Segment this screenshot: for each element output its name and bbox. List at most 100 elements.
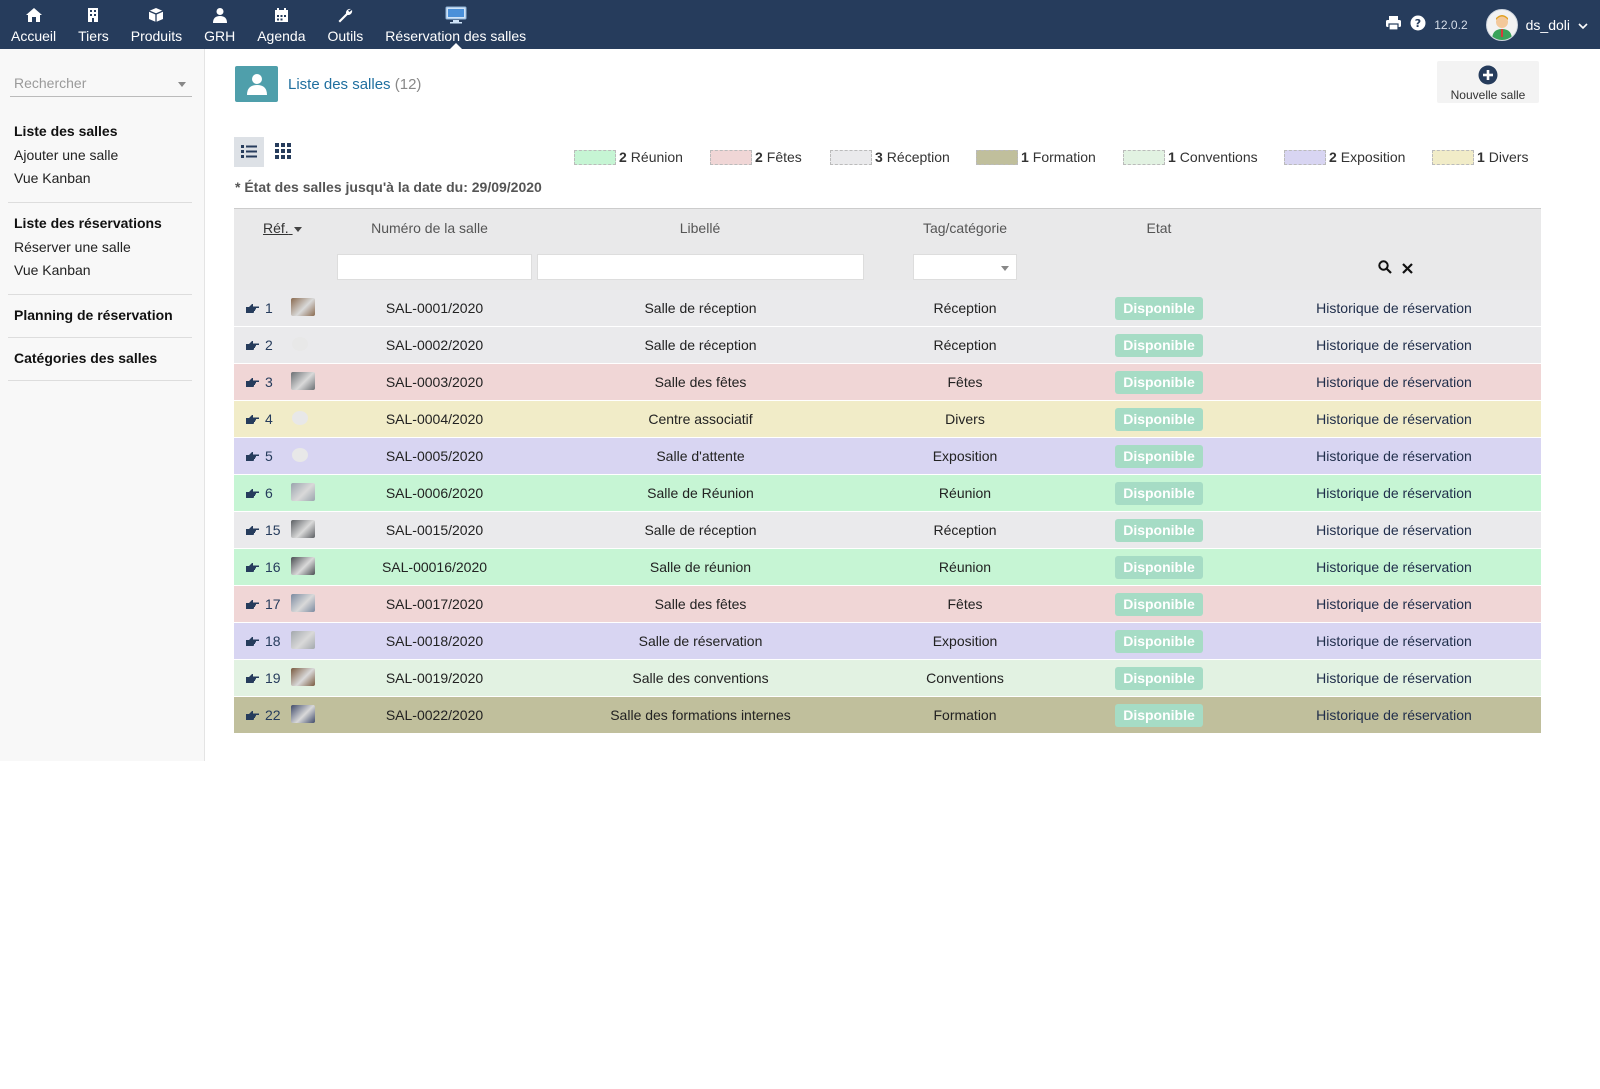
topbar-tools: ? 12.0.2 ds_doli <box>1385 0 1588 49</box>
room-category: Exposition <box>932 448 998 464</box>
clear-filter-icon[interactable] <box>1402 261 1413 277</box>
table-row: 15 SAL-0015/2020 Salle de réception Réce… <box>234 512 1541 549</box>
search-icon[interactable] <box>1378 260 1392 277</box>
legend-label: Divers <box>1488 149 1529 165</box>
room-ref-link[interactable]: 17 <box>246 586 281 623</box>
table-row: 1 SAL-0001/2020 Salle de réception Récep… <box>234 290 1541 327</box>
sidebar-item-vue-kanban-salles[interactable]: Vue Kanban <box>14 170 91 186</box>
reservation-history-link[interactable]: Historique de réservation <box>1316 448 1472 464</box>
table-header: Réf. Numéro de la salle Libellé Tag/caté… <box>234 208 1541 290</box>
room-ref-link[interactable]: 6 <box>246 475 273 512</box>
room-ref-link[interactable]: 15 <box>246 512 281 549</box>
column-header-ref[interactable]: Réf. <box>263 220 303 236</box>
legend-count: 1 <box>1477 149 1485 165</box>
print-icon[interactable] <box>1385 15 1402 34</box>
pointing-hand-icon <box>246 341 259 350</box>
status-badge: Disponible <box>1115 408 1203 431</box>
wrench-icon <box>337 6 353 24</box>
room-label: Salle de réservation <box>638 633 763 649</box>
main-menu: Accueil Tiers Produits GRH Agenda <box>0 0 537 49</box>
sidebar-item-vue-kanban-reservations[interactable]: Vue Kanban <box>14 262 91 278</box>
kanban-view-button[interactable] <box>268 137 298 167</box>
nav-outils[interactable]: Outils <box>317 0 375 49</box>
room-ref-link[interactable]: 4 <box>246 401 273 438</box>
room-label: Salle de Réunion <box>647 485 754 501</box>
room-ref-link[interactable]: 18 <box>246 623 281 660</box>
sidebar: Rechercher Liste des salles Ajouter une … <box>0 49 205 761</box>
room-ref-link[interactable]: 1 <box>246 290 273 327</box>
legend-item-divers: 1 Divers <box>1432 147 1528 167</box>
sidebar-item-reserver-salle[interactable]: Réserver une salle <box>14 239 131 255</box>
legend-label: Conventions <box>1179 149 1258 165</box>
room-number: SAL-0006/2020 <box>385 485 484 501</box>
reservation-history-link[interactable]: Historique de réservation <box>1316 707 1472 723</box>
page-title: Liste des salles (12) <box>288 76 421 93</box>
room-ref-link[interactable]: 2 <box>246 327 273 364</box>
room-ref-link[interactable]: 22 <box>246 697 281 734</box>
help-icon[interactable]: ? <box>1410 15 1426 34</box>
sidebar-item-liste-salles[interactable]: Liste des salles <box>14 123 118 139</box>
room-photo-thumbnail <box>291 372 315 390</box>
reservation-history-link[interactable]: Historique de réservation <box>1316 596 1472 612</box>
avatar[interactable] <box>1485 8 1518 41</box>
filter-tag-select[interactable] <box>913 254 1017 280</box>
column-header-etat: Etat <box>1146 220 1172 236</box>
nav-accueil[interactable]: Accueil <box>0 0 67 49</box>
sidebar-item-ajouter-salle[interactable]: Ajouter une salle <box>14 147 119 163</box>
sidebar-group-salles: Liste des salles Ajouter une salle Vue K… <box>0 123 192 186</box>
room-number: SAL-0017/2020 <box>385 596 484 612</box>
building-icon <box>87 6 99 24</box>
room-ref-link[interactable]: 5 <box>246 438 273 475</box>
nav-produits[interactable]: Produits <box>120 0 193 49</box>
list-view-button[interactable] <box>234 137 264 167</box>
reservation-history-link[interactable]: Historique de réservation <box>1316 411 1472 427</box>
pointing-hand-icon <box>246 711 259 720</box>
user-tie-icon <box>212 6 227 24</box>
pointing-hand-icon <box>246 378 259 387</box>
sidebar-divider <box>8 294 192 295</box>
status-badge: Disponible <box>1115 482 1203 505</box>
reservation-history-link[interactable]: Historique de réservation <box>1316 337 1472 353</box>
legend-label: Fêtes <box>766 149 802 165</box>
reservation-history-link[interactable]: Historique de réservation <box>1316 633 1472 649</box>
room-ref-link[interactable]: 3 <box>246 364 273 401</box>
reservation-history-link[interactable]: Historique de réservation <box>1316 522 1472 538</box>
room-photo-thumbnail <box>291 631 315 649</box>
page-title-text: Liste des salles <box>288 76 391 93</box>
sidebar-item-planning[interactable]: Planning de réservation <box>14 307 173 323</box>
nav-tiers[interactable]: Tiers <box>67 0 120 49</box>
sidebar-item-liste-reservations[interactable]: Liste des réservations <box>14 215 162 231</box>
table-row: 17 SAL-0017/2020 Salle des fêtes Fêtes D… <box>234 586 1541 623</box>
version-label: 12.0.2 <box>1434 17 1468 32</box>
search-select[interactable]: Rechercher <box>10 71 192 97</box>
sidebar-divider <box>8 202 192 203</box>
table-row: 19 SAL-0019/2020 Salle des conventions C… <box>234 660 1541 697</box>
reservation-history-link[interactable]: Historique de réservation <box>1316 300 1472 316</box>
nav-grh[interactable]: GRH <box>193 0 246 49</box>
username[interactable]: ds_doli <box>1525 16 1570 33</box>
room-ref-link[interactable]: 19 <box>246 660 281 697</box>
chevron-down-icon[interactable] <box>1578 17 1588 33</box>
legend-count: 3 <box>875 149 883 165</box>
room-label: Salle de réunion <box>649 559 752 575</box>
room-category: Conventions <box>926 670 1004 686</box>
room-ref-link[interactable]: 16 <box>246 549 281 586</box>
reservation-history-link[interactable]: Historique de réservation <box>1316 485 1472 501</box>
room-photo-thumbnail <box>291 483 315 501</box>
nav-reservation[interactable]: Réservation des salles <box>374 0 537 49</box>
room-label: Salle de réception <box>644 522 757 538</box>
legend-count: 1 <box>1021 149 1029 165</box>
new-room-button[interactable]: Nouvelle salle <box>1437 61 1539 103</box>
nav-agenda[interactable]: Agenda <box>246 0 316 49</box>
sidebar-item-categories[interactable]: Catégories des salles <box>14 350 158 366</box>
pointing-hand-icon <box>246 637 259 646</box>
filter-libelle-input[interactable] <box>537 254 864 280</box>
room-ref: 5 <box>265 448 273 464</box>
legend-count: 1 <box>1168 149 1176 165</box>
room-category: Fêtes <box>947 374 983 390</box>
reservation-history-link[interactable]: Historique de réservation <box>1316 670 1472 686</box>
sidebar-divider <box>8 337 192 338</box>
reservation-history-link[interactable]: Historique de réservation <box>1316 374 1472 390</box>
reservation-history-link[interactable]: Historique de réservation <box>1316 559 1472 575</box>
filter-numero-input[interactable] <box>337 254 532 280</box>
